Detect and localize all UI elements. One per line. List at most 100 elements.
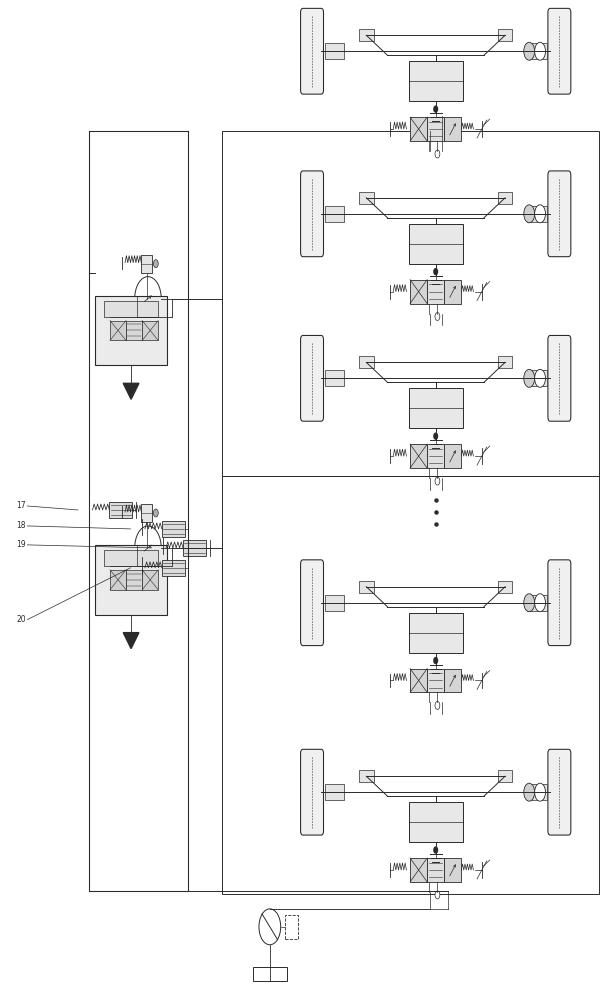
Bar <box>285 915 298 939</box>
Circle shape <box>534 369 545 387</box>
Bar <box>95 296 167 365</box>
Bar <box>162 521 185 537</box>
Bar <box>110 320 126 340</box>
Bar <box>498 192 512 204</box>
Bar <box>410 117 427 141</box>
Bar <box>427 280 444 304</box>
Bar <box>427 669 444 692</box>
Bar <box>222 131 599 476</box>
Bar <box>104 301 158 317</box>
Bar <box>410 280 427 304</box>
Circle shape <box>435 701 440 709</box>
Circle shape <box>524 369 534 387</box>
Bar <box>498 356 512 368</box>
Bar <box>444 858 461 882</box>
Circle shape <box>135 526 161 570</box>
Bar <box>162 560 185 576</box>
FancyBboxPatch shape <box>301 749 324 835</box>
Polygon shape <box>123 383 139 399</box>
Circle shape <box>534 205 545 223</box>
Circle shape <box>435 150 440 158</box>
Polygon shape <box>123 633 139 649</box>
Bar <box>410 444 427 468</box>
Bar <box>126 320 142 340</box>
Bar <box>408 61 463 101</box>
FancyBboxPatch shape <box>548 560 571 646</box>
Bar <box>141 255 152 273</box>
Bar <box>498 581 512 593</box>
Text: 18: 18 <box>16 521 26 530</box>
Bar <box>410 858 427 882</box>
Bar <box>110 570 126 590</box>
Bar <box>359 581 373 593</box>
Circle shape <box>153 260 158 268</box>
Text: 19: 19 <box>16 540 26 549</box>
FancyBboxPatch shape <box>548 335 571 421</box>
Circle shape <box>534 594 545 612</box>
Bar <box>325 43 344 59</box>
Bar <box>359 29 373 41</box>
FancyBboxPatch shape <box>548 8 571 94</box>
Bar <box>126 570 142 590</box>
Bar <box>444 280 461 304</box>
Bar <box>359 192 373 204</box>
Bar <box>408 613 463 653</box>
Circle shape <box>534 783 545 801</box>
Bar <box>427 117 444 141</box>
Circle shape <box>434 433 438 439</box>
Bar <box>527 595 547 611</box>
Bar <box>253 967 287 981</box>
Circle shape <box>434 658 438 664</box>
Bar <box>359 356 373 368</box>
Text: 20: 20 <box>16 615 26 624</box>
FancyBboxPatch shape <box>548 749 571 835</box>
FancyBboxPatch shape <box>301 335 324 421</box>
Bar <box>222 476 599 894</box>
Bar <box>527 784 547 800</box>
Bar <box>142 570 158 590</box>
Bar <box>408 224 463 264</box>
Circle shape <box>435 313 440 320</box>
Circle shape <box>524 783 534 801</box>
Circle shape <box>435 891 440 899</box>
Circle shape <box>524 42 534 60</box>
Bar <box>498 770 512 782</box>
FancyBboxPatch shape <box>301 171 324 257</box>
Circle shape <box>259 909 281 945</box>
Circle shape <box>534 42 545 60</box>
Circle shape <box>434 106 438 112</box>
Circle shape <box>135 277 161 320</box>
Bar <box>444 117 461 141</box>
Circle shape <box>524 205 534 223</box>
Bar <box>104 550 158 566</box>
Bar <box>325 206 344 222</box>
Bar <box>410 669 427 692</box>
Bar <box>444 669 461 692</box>
FancyBboxPatch shape <box>301 8 324 94</box>
Bar <box>527 206 547 222</box>
Bar <box>325 784 344 800</box>
Circle shape <box>434 847 438 853</box>
Bar <box>527 43 547 59</box>
Circle shape <box>153 509 158 517</box>
Text: 17: 17 <box>16 501 26 510</box>
Bar <box>325 370 344 386</box>
FancyBboxPatch shape <box>301 560 324 646</box>
Bar <box>427 444 444 468</box>
Circle shape <box>434 269 438 275</box>
Bar <box>141 504 152 522</box>
Bar <box>109 502 132 518</box>
Bar <box>95 545 167 615</box>
Circle shape <box>524 594 534 612</box>
FancyBboxPatch shape <box>548 171 571 257</box>
Circle shape <box>435 477 440 485</box>
Bar <box>183 540 206 556</box>
Bar <box>444 444 461 468</box>
Bar <box>142 320 158 340</box>
Bar <box>325 595 344 611</box>
Bar <box>408 802 463 842</box>
Bar <box>408 388 463 428</box>
Bar <box>359 770 373 782</box>
Bar <box>527 370 547 386</box>
Bar <box>427 858 444 882</box>
